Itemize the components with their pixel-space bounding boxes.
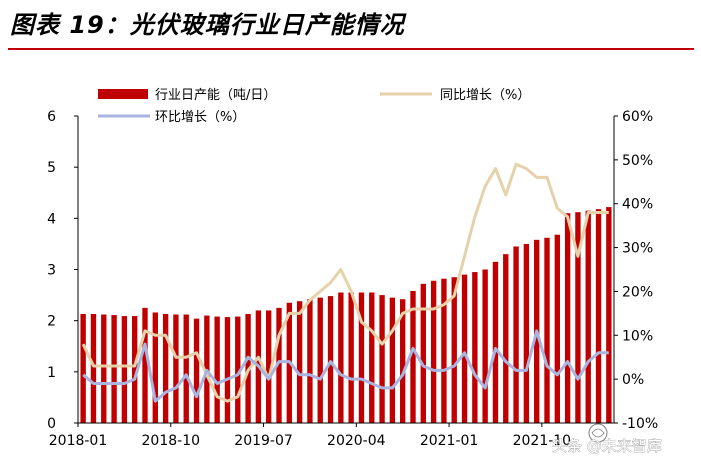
bar-2018-02 — [90, 314, 97, 423]
bar-2019-08 — [276, 307, 282, 424]
bar-2019-04 — [235, 316, 241, 423]
right-tick-label: 50% — [622, 153, 653, 169]
bar-2021-03 — [472, 272, 478, 423]
watermark: 头条 @未来智库 — [552, 423, 662, 455]
chart-title: 图表 19：光伏玻璃行业日产能情况 — [10, 11, 405, 39]
bar-2022-02 — [585, 210, 591, 423]
x-axis-ticks: 2018-01 2018-10 2019-07 2020-04 2021-01 2021-… — [49, 423, 571, 449]
left-tick-label: 5 — [47, 160, 56, 176]
left-tick-label: 1 — [47, 365, 56, 381]
legend-label-mom: 环比增长（%） — [155, 110, 245, 125]
bar-2018-12 — [193, 318, 200, 423]
x-tick-label: 2020-04 — [327, 433, 386, 449]
bar-2018-05 — [121, 316, 128, 423]
bar-2020-10 — [420, 283, 426, 423]
left-tick-label: 2 — [47, 314, 56, 330]
bar-2021-08 — [523, 243, 530, 423]
bar-2020-06 — [379, 295, 385, 423]
bar-2018-11 — [183, 314, 189, 423]
bar-2020-02 — [338, 292, 344, 423]
legend-swatch-capacity — [98, 89, 148, 99]
left-tick-label: 3 — [47, 263, 56, 279]
bar-2020-12 — [441, 278, 447, 423]
x-tick-label: 2019-07 — [234, 433, 293, 449]
left-tick-label: 6 — [47, 109, 56, 125]
mom-growth-line — [82, 329, 609, 403]
bar-2018-09 — [162, 314, 169, 423]
bar-2022-03 — [595, 209, 602, 423]
right-tick-label: -10% — [622, 416, 658, 432]
bar-2020-01 — [327, 296, 334, 423]
bar-2019-02 — [214, 316, 220, 423]
bar-2021-11 — [554, 234, 560, 423]
right-tick-label: 0% — [622, 372, 644, 388]
bar-2018-08 — [152, 312, 158, 423]
bar-2019-12 — [317, 297, 323, 423]
bar-2021-04 — [482, 269, 488, 423]
bar-2018-04 — [111, 315, 117, 423]
bar-2018-07 — [142, 307, 148, 424]
left-tick-label: 4 — [47, 211, 56, 227]
bar-2018-03 — [101, 314, 107, 423]
title-underline — [8, 48, 694, 50]
bar-2019-11 — [307, 299, 313, 423]
watermark-text: 头条 @未来智库 — [552, 437, 662, 455]
bar-2018-10 — [173, 314, 179, 423]
bar-2021-10 — [544, 237, 550, 423]
right-tick-label: 60% — [622, 109, 653, 125]
watermark-logo-icon — [588, 423, 608, 443]
legend-label-capacity: 行业日产能（吨/日） — [155, 88, 276, 103]
bar-2022-04 — [606, 207, 612, 423]
bar-2021-07 — [513, 246, 519, 423]
right-tick-label: 10% — [622, 328, 653, 344]
bar-2021-02 — [461, 274, 468, 423]
bar-2020-08 — [400, 299, 406, 423]
legend: 行业日产能（吨/日） 同比增长（%） 环比增长（%） — [98, 88, 530, 125]
bar-2019-07 — [266, 310, 272, 423]
left-axis-ticks: 0 1 2 3 4 5 6 — [47, 109, 78, 432]
right-tick-label: 40% — [622, 197, 653, 213]
yoy-growth-line — [81, 162, 609, 403]
bar-2020-03 — [348, 292, 354, 423]
bar-2020-09 — [410, 290, 416, 423]
bar-2021-05 — [492, 261, 499, 423]
x-tick-label: 2021-10 — [513, 433, 572, 449]
x-tick-label: 2018-01 — [49, 433, 108, 449]
bar-2020-05 — [369, 292, 375, 423]
x-tick-label: 2021-01 — [420, 433, 479, 449]
bar-2021-12 — [564, 213, 571, 423]
right-tick-label: 30% — [622, 241, 653, 257]
bar-2020-11 — [430, 280, 437, 423]
x-tick-label: 2018-10 — [142, 433, 201, 449]
bar-2022-01 — [575, 212, 581, 423]
right-tick-label: 20% — [622, 284, 653, 300]
bar-2020-04 — [358, 292, 365, 423]
legend-label-yoy: 同比增长（%） — [440, 88, 530, 103]
bar-series — [80, 207, 612, 424]
bar-2019-03 — [224, 317, 231, 423]
bar-2018-01 — [80, 314, 86, 423]
right-axis-ticks: -10% 0% 10% 20% 30% 40% 50% 60% — [614, 109, 658, 432]
bar-2019-10 — [296, 301, 303, 423]
bar-2020-07 — [389, 297, 396, 423]
bar-2021-01 — [451, 277, 457, 423]
bar-2018-06 — [132, 316, 138, 423]
left-tick-label: 0 — [47, 416, 56, 432]
bar-2021-06 — [503, 254, 509, 423]
